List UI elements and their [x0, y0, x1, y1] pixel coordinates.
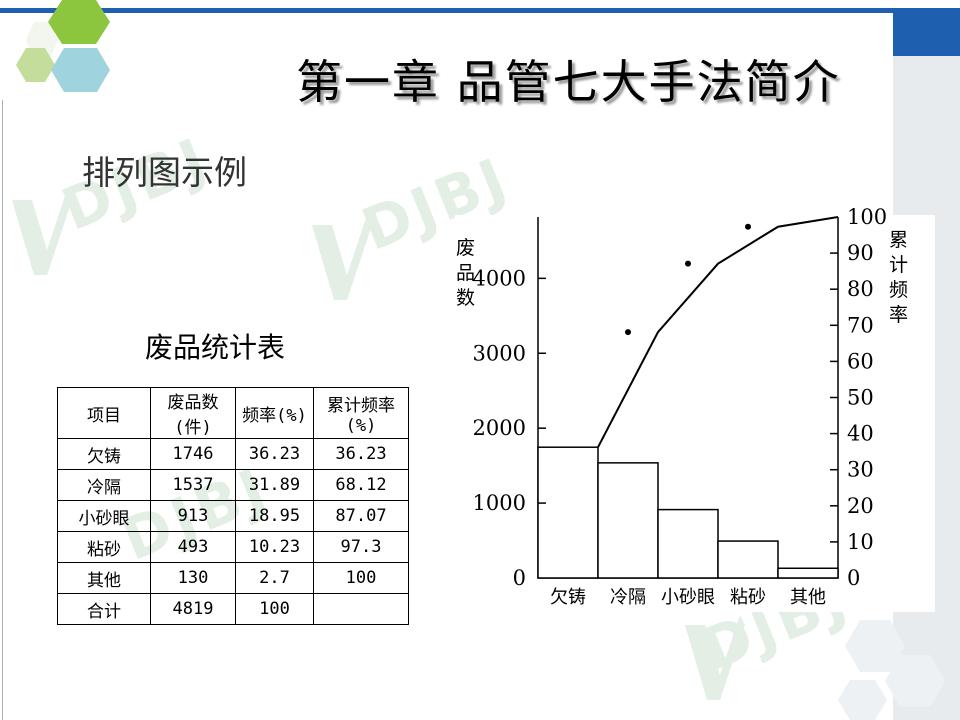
bar [537, 446, 599, 579]
hexagon-green [48, 0, 110, 44]
y2-tick-label: 10 [847, 530, 874, 554]
bar [597, 462, 659, 579]
x-tick-label: 其他 [790, 587, 826, 608]
y2-tick-label: 30 [847, 458, 874, 482]
table-header-row: 项目 废品数(件) 频率(%) 累计频率(%) [57, 387, 409, 439]
x-tick-label: 小砂眼 [661, 587, 715, 608]
y-tick-label: 1000 [473, 491, 526, 515]
table-cell: 合计 [57, 593, 151, 625]
y2-tick-label: 50 [847, 386, 874, 410]
table-cell: 1746 [150, 438, 236, 470]
watermark-v-mark [12, 190, 72, 275]
y2-tick-label: 60 [847, 349, 874, 373]
x-tick-label: 欠铸 [550, 587, 586, 608]
hexagon-logo-decoration [16, 0, 110, 92]
table-row: 冷隔 1537 31.89 68.12 [57, 469, 409, 501]
y2-axis-label: 累计频率 [889, 229, 909, 326]
x-tick-label: 冷隔 [610, 587, 646, 608]
table-row: 小砂眼 913 18.95 87.07 [57, 500, 409, 532]
watermark-v-mark [312, 215, 372, 300]
defect-statistics-table: 项目 废品数(件) 频率(%) 累计频率(%) 欠铸 1746 36.23 36… [57, 387, 409, 625]
table-title: 废品统计表 [145, 331, 286, 364]
hexagon-cyan [51, 48, 110, 92]
y2-tick-label: 90 [847, 241, 874, 265]
left-border-line [2, 100, 3, 720]
bar [657, 508, 719, 579]
y2-tick-label: 0 [847, 566, 860, 590]
table-cell: 4819 [150, 593, 236, 625]
y-tick-label: 3000 [473, 341, 526, 365]
table-header-cell: 废品数(件) [150, 387, 236, 439]
y-axis-label: 废品数 [456, 237, 476, 309]
watermark-v-mark [685, 615, 745, 700]
table-header-cell: 频率(%) [235, 387, 314, 439]
table-header-cell: 累计频率(%) [313, 387, 409, 439]
table-cell: 97.3 [313, 531, 409, 563]
y2-tick-label: 100 [847, 205, 887, 229]
y2-tick-label: 40 [847, 422, 874, 446]
y-tick-label: 0 [513, 566, 526, 590]
table-cell: 粘砂 [57, 531, 151, 563]
table-row: 其他 130 2.7 100 [57, 562, 409, 594]
table-cell: 100 [313, 562, 409, 594]
top-accent-bar [0, 8, 960, 13]
table-cell: 冷隔 [57, 469, 151, 501]
table-cell: 欠铸 [57, 438, 151, 470]
hexagon-corner-decoration [838, 620, 945, 720]
y2-tick-label: 20 [847, 494, 874, 518]
table-row: 粘砂 493 10.23 97.3 [57, 531, 409, 563]
x-tick-label: 粘砂 [730, 587, 766, 608]
table-cell: 18.95 [235, 500, 314, 532]
table-cell: 913 [150, 500, 236, 532]
table-cell: 68.12 [313, 469, 409, 501]
y2-tick-label: 70 [847, 313, 874, 337]
cumulative-line [597, 216, 839, 448]
slide-title: 第一章 品管七大手法简介 [296, 55, 841, 109]
right-top-blue-block [893, 8, 960, 56]
cumulative-point [685, 260, 691, 267]
y-tick-label: 4000 [473, 266, 526, 290]
cumulative-point [745, 223, 751, 230]
cumulative-point [625, 329, 631, 336]
table-cell: 100 [235, 593, 314, 625]
table-cell: 31.89 [235, 469, 314, 501]
y2-tick-label: 80 [847, 277, 874, 301]
table-cell: 36.23 [235, 438, 314, 470]
table-cell: 10.23 [235, 531, 314, 563]
hexagon-light-green [16, 48, 55, 82]
table-cell [313, 593, 409, 625]
slide-subtitle: 排列图示例 [82, 153, 247, 192]
table-row: 合计 4819 100 [57, 593, 409, 625]
y-tick-label: 2000 [473, 416, 526, 440]
bar [777, 567, 839, 579]
bar [717, 540, 779, 579]
